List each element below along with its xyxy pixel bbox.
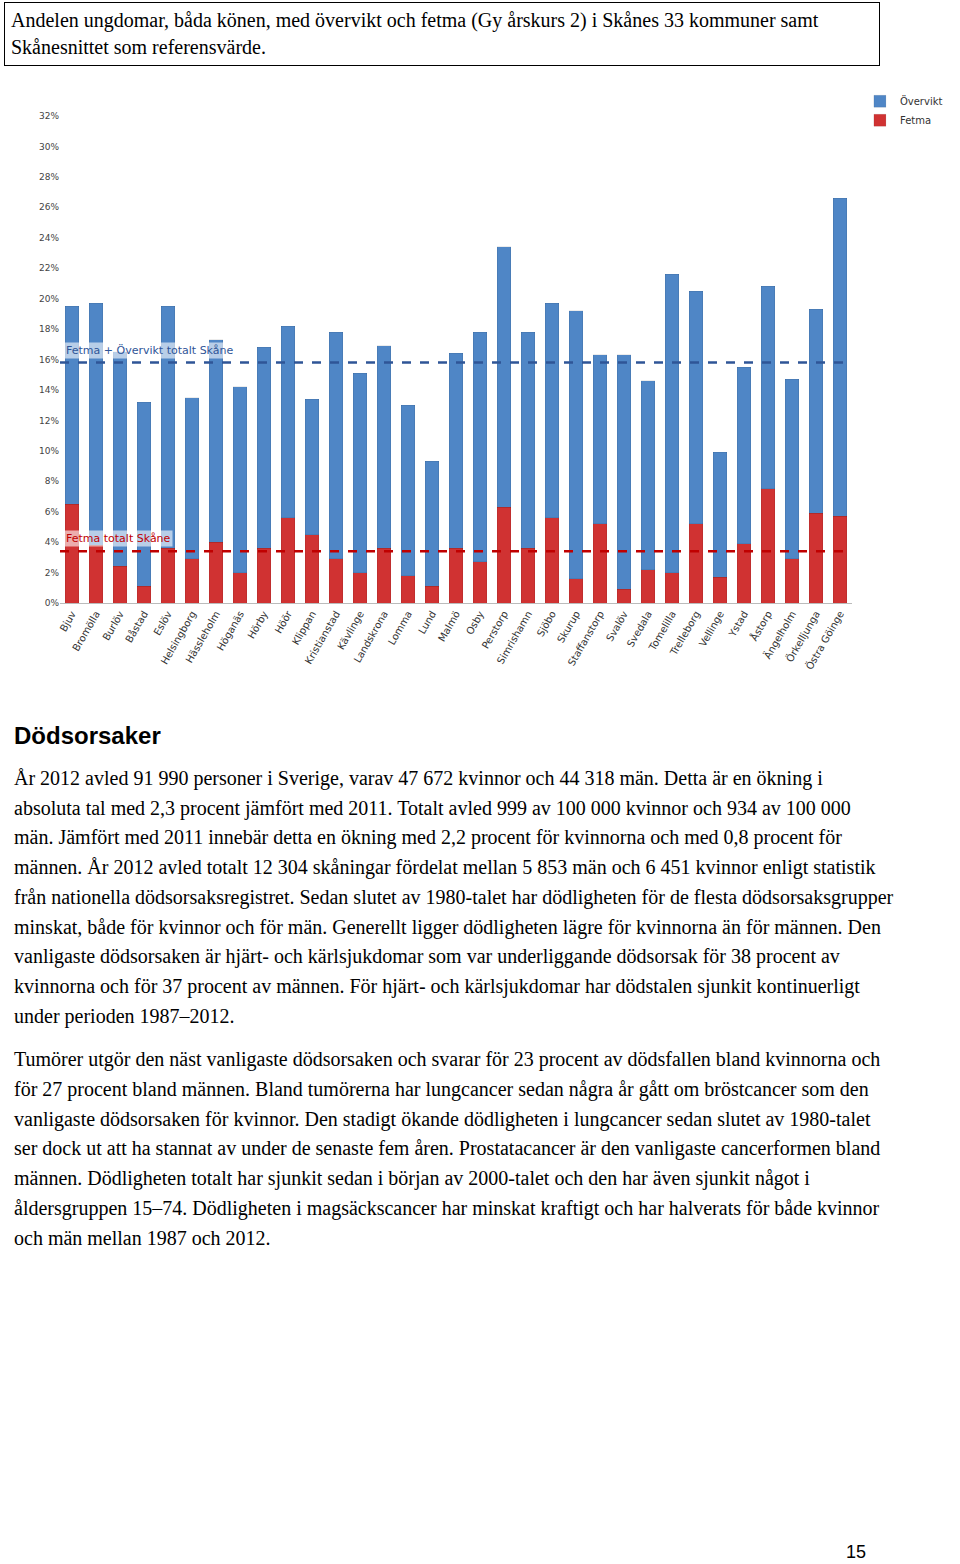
html-text:15: 15 — [846, 1542, 866, 1562]
html-text:Andelen ungdomar, båda könen,: Andelen ungdomar, båda könen, med övervi… — [11, 9, 819, 58]
html-text:Tumörer utgör den näst vanliga: Tumörer utgör den näst vanligaste dödsor… — [14, 1048, 881, 1249]
svg-text:Burlöv: Burlöv — [100, 609, 126, 642]
svg-text:Svedala: Svedala — [625, 609, 654, 649]
svg-text:Kävlinge: Kävlinge — [335, 609, 366, 652]
svg-text:Båstad: Båstad — [122, 609, 150, 645]
svg-text:Vellinge: Vellinge — [697, 609, 726, 649]
svg-text:Ystad: Ystad — [726, 609, 750, 639]
svg-text:Sjöbo: Sjöbo — [535, 609, 558, 639]
svg-text:Landskrona: Landskrona — [352, 609, 390, 665]
svg-text:Trelleborg: Trelleborg — [667, 609, 702, 658]
svg-text:Malmö: Malmö — [436, 609, 462, 643]
svg-text:Höör: Höör — [273, 608, 295, 635]
svg-text:16%: 16% — [39, 355, 59, 365]
svg-text:Hörby: Hörby — [246, 609, 271, 641]
svg-text:24%: 24% — [39, 233, 59, 243]
svg-text:12%: 12% — [39, 416, 59, 426]
svg-text:28%: 28% — [39, 172, 59, 182]
svg-text:22%: 22% — [39, 263, 59, 273]
svg-text:Ängelholm: Ängelholm — [761, 609, 798, 661]
svg-text:6%: 6% — [45, 507, 60, 517]
svg-text:4%: 4% — [45, 537, 60, 547]
svg-text:18%: 18% — [39, 324, 59, 334]
svg-text:Fetma: Fetma — [900, 115, 931, 126]
svg-text:Tomelilla: Tomelilla — [646, 609, 678, 653]
svg-text:Osby: Osby — [464, 609, 486, 637]
svg-text:26%: 26% — [39, 202, 59, 212]
html-text:Dödsorsaker: Dödsorsaker — [14, 722, 161, 749]
svg-text:0%: 0% — [45, 598, 60, 608]
svg-text:Fetma + Övervikt totalt Skåne: Fetma + Övervikt totalt Skåne — [66, 344, 234, 357]
svg-text:Hässleholm: Hässleholm — [184, 609, 223, 665]
svg-text:Östra Göinge: Östra Göinge — [803, 609, 846, 672]
svg-text:2%: 2% — [45, 568, 60, 578]
svg-text:Lund: Lund — [416, 609, 438, 636]
svg-text:20%: 20% — [39, 294, 59, 304]
html-text:År 2012 avled 91 990 personer: År 2012 avled 91 990 personer i Sverige,… — [14, 767, 894, 1027]
svg-text:Åstorp: Åstorp — [747, 609, 774, 643]
svg-text:Staffanstorp: Staffanstorp — [566, 609, 606, 668]
svg-text:Höganäs: Höganäs — [215, 609, 246, 652]
svg-text:32%: 32% — [39, 111, 59, 121]
svg-text:Övervikt: Övervikt — [900, 95, 943, 107]
svg-text:Bromölla: Bromölla — [70, 609, 102, 653]
svg-text:14%: 14% — [39, 385, 59, 395]
svg-text:30%: 30% — [39, 142, 59, 152]
svg-text:Fetma totalt Skåne: Fetma totalt Skåne — [66, 532, 171, 545]
svg-text:Örkelljunga: Örkelljunga — [783, 609, 822, 664]
svg-text:10%: 10% — [39, 446, 59, 456]
svg-text:Perstorp: Perstorp — [480, 609, 510, 651]
svg-text:Kristianstad: Kristianstad — [303, 609, 342, 666]
svg-text:Bjuv: Bjuv — [58, 609, 79, 634]
svg-text:Klippan: Klippan — [290, 609, 318, 647]
svg-text:Svalöv: Svalöv — [604, 609, 630, 643]
svg-text:Helsingborg: Helsingborg — [159, 609, 198, 666]
svg-text:8%: 8% — [45, 476, 60, 486]
svg-text:Eslöv: Eslöv — [151, 609, 174, 637]
svg-text:Simrishamn: Simrishamn — [495, 609, 534, 666]
svg-text:Lomma: Lomma — [386, 609, 414, 647]
svg-text:Skurup: Skurup — [555, 609, 582, 645]
